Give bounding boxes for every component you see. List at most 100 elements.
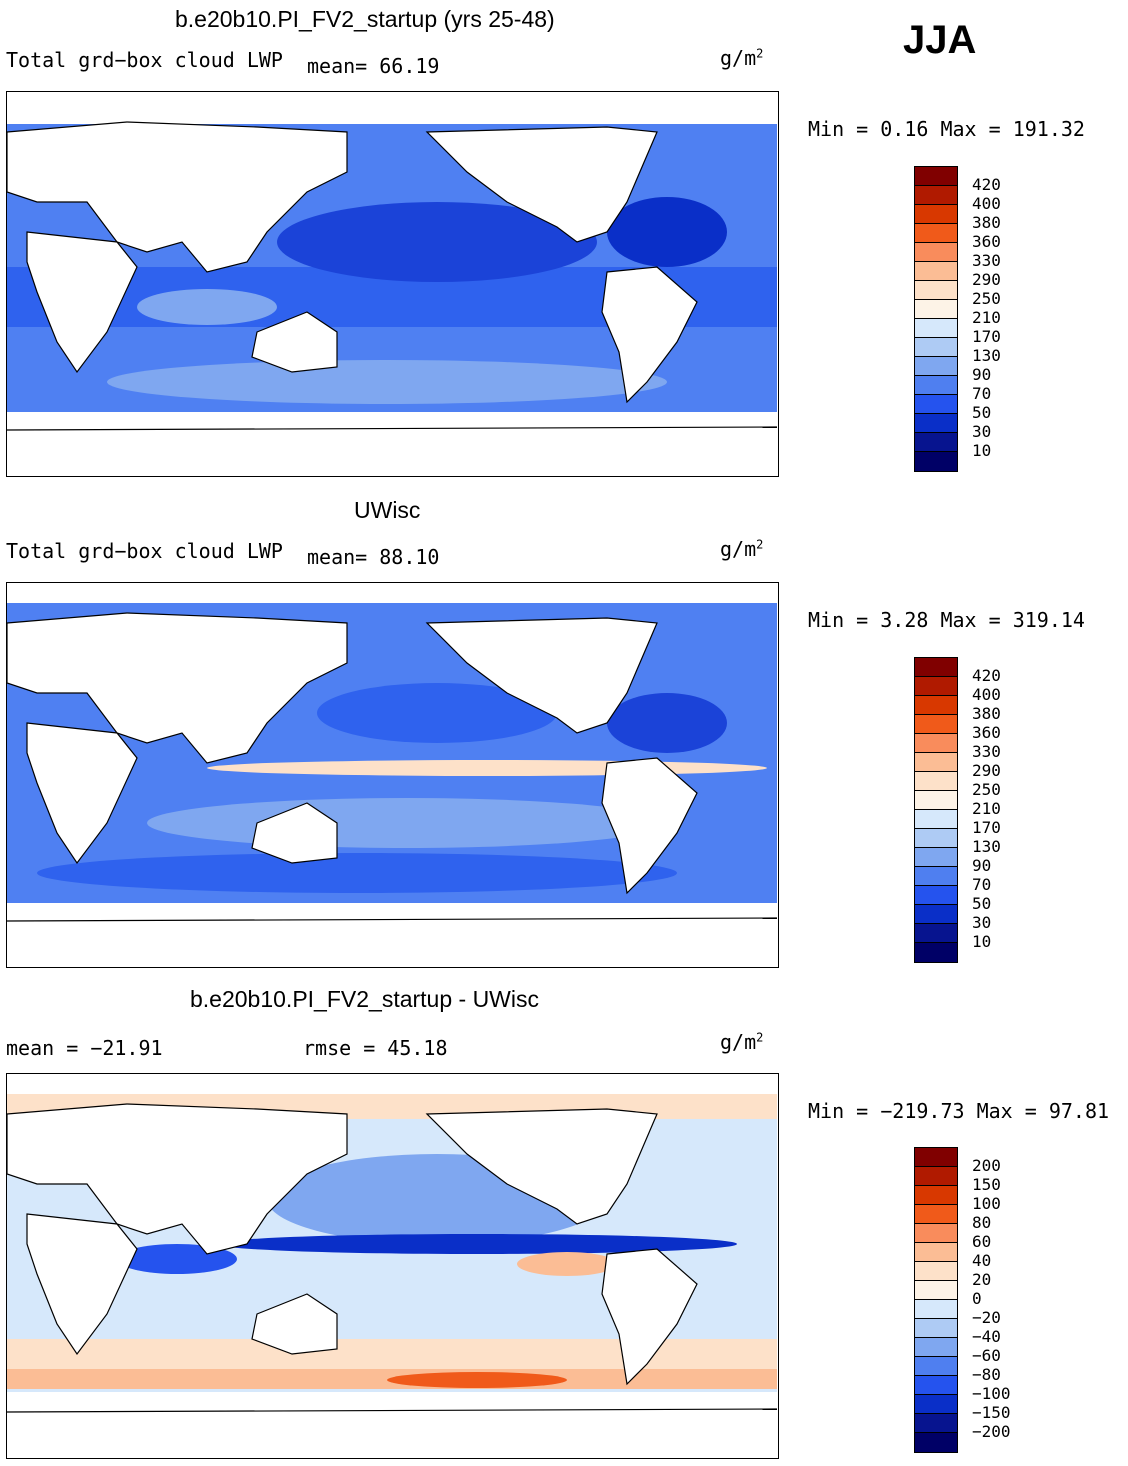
- colorbar-segment: [915, 1300, 957, 1319]
- colorbar-segment: [915, 905, 957, 924]
- panel3-unit: g/m2: [720, 1030, 764, 1054]
- colorbar-tick-label: 20: [972, 1270, 992, 1289]
- colorbar-tick-label: 200: [972, 1156, 1001, 1175]
- colorbar-segment: [915, 1395, 957, 1414]
- colorbar-segment: [915, 715, 957, 734]
- panel3-antarctic: [7, 1392, 777, 1457]
- panel3-north-america: [425, 1108, 658, 1225]
- colorbar-segment: [915, 1319, 957, 1338]
- colorbar-tick-label: −80: [972, 1365, 1001, 1384]
- panel1-mean: mean= 66.19: [307, 54, 440, 78]
- colorbar-tick-label: 0: [972, 1289, 982, 1308]
- colorbar-segment: [915, 357, 957, 376]
- panel1-unit: g/m2: [720, 46, 764, 70]
- colorbar-segment: [915, 753, 957, 772]
- panel1-title: b.e20b10.PI_FV2_startup (yrs 25-48): [175, 6, 555, 32]
- panel1-south-america: [601, 266, 698, 404]
- colorbar-tick-label: 360: [972, 723, 1001, 742]
- panel2-australia: [251, 802, 338, 864]
- panel3-ocean-patch: [517, 1252, 617, 1276]
- season-label: JJA: [903, 18, 977, 62]
- colorbar-segment: [915, 281, 957, 300]
- panel3-arctic: [7, 1074, 777, 1094]
- colorbar-segment: [915, 1376, 957, 1395]
- panel2-ocean-patch: [607, 693, 727, 753]
- colorbar-segment: [915, 696, 957, 715]
- panel2-antarctic-coast: [7, 917, 777, 922]
- colorbar-tick-label: 330: [972, 251, 1001, 270]
- panel1-ocean-patch: [137, 289, 277, 325]
- colorbar-tick-label: −60: [972, 1346, 1001, 1365]
- colorbar-tick-label: 130: [972, 346, 1001, 365]
- panel3-stats: Min = −219.73 Max = 97.81: [808, 1099, 1110, 1123]
- panel2-colorbar: [914, 657, 958, 963]
- colorbar-tick-label: 10: [972, 932, 992, 951]
- colorbar-segment: [915, 810, 957, 829]
- panel1-arctic: [7, 92, 777, 124]
- colorbar-tick-label: 40: [972, 1251, 992, 1270]
- colorbar-tick-label: 400: [972, 685, 1001, 704]
- panel1-ocean-patch: [607, 197, 727, 267]
- colorbar-tick-label: 150: [972, 1175, 1001, 1194]
- colorbar-tick-label: 30: [972, 422, 992, 441]
- colorbar-tick-label: 290: [972, 761, 1001, 780]
- colorbar-segment: [915, 886, 957, 905]
- colorbar-segment: [915, 943, 957, 962]
- colorbar-segment: [915, 658, 957, 677]
- panel2-ocean-band: [147, 798, 667, 848]
- panel1-stats: Min = 0.16 Max = 191.32: [808, 117, 1085, 141]
- colorbar-tick-label: 250: [972, 780, 1001, 799]
- colorbar-segment: [915, 300, 957, 319]
- panel1-ocean-patch: [277, 202, 597, 282]
- panel3-ocean-band: [217, 1234, 737, 1254]
- panel1-antarctic: [7, 412, 777, 475]
- colorbar-tick-label: 50: [972, 403, 992, 422]
- colorbar-segment: [915, 1338, 957, 1357]
- panel3-map-svg: [7, 1074, 777, 1457]
- colorbar-segment: [915, 414, 957, 433]
- colorbar-segment: [915, 319, 957, 338]
- panel3-south-america: [601, 1248, 698, 1386]
- colorbar-segment: [915, 205, 957, 224]
- colorbar-segment: [915, 167, 957, 186]
- colorbar-tick-label: 420: [972, 666, 1001, 685]
- colorbar-tick-label: 210: [972, 799, 1001, 818]
- panel2-unit: g/m2: [720, 537, 764, 561]
- panel3-ocean-patch: [387, 1372, 567, 1388]
- colorbar-segment: [915, 772, 957, 791]
- colorbar-segment: [915, 1224, 957, 1243]
- colorbar-tick-label: 50: [972, 894, 992, 913]
- panel2-mean: mean= 88.10: [307, 545, 440, 569]
- panel2-arctic: [7, 583, 777, 603]
- colorbar-tick-label: 330: [972, 742, 1001, 761]
- panel1-colorbar: [914, 166, 958, 472]
- colorbar-segment: [915, 924, 957, 943]
- colorbar-tick-label: 360: [972, 232, 1001, 251]
- colorbar-segment: [915, 1167, 957, 1186]
- colorbar-segment: [915, 1414, 957, 1433]
- colorbar-tick-label: 70: [972, 384, 992, 403]
- colorbar-segment: [915, 376, 957, 395]
- colorbar-tick-label: −40: [972, 1327, 1001, 1346]
- colorbar-tick-label: 10: [972, 441, 992, 460]
- panel3-africa: [26, 1213, 138, 1356]
- panel3-australia: [251, 1293, 338, 1355]
- colorbar-segment: [915, 224, 957, 243]
- panel1-variable-label: Total grd−box cloud LWP: [6, 48, 283, 72]
- colorbar-tick-label: 210: [972, 308, 1001, 327]
- panel3-title: b.e20b10.PI_FV2_startup - UWisc: [190, 986, 539, 1012]
- colorbar-segment: [915, 734, 957, 753]
- panel2-ocean-band: [37, 853, 677, 893]
- colorbar-tick-label: 170: [972, 818, 1001, 837]
- colorbar-tick-label: 90: [972, 365, 992, 384]
- colorbar-segment: [915, 1243, 957, 1262]
- panel2-antarctic: [7, 903, 777, 966]
- colorbar-tick-label: 400: [972, 194, 1001, 213]
- colorbar-segment: [915, 1433, 957, 1452]
- colorbar-segment: [915, 1186, 957, 1205]
- colorbar-tick-label: 250: [972, 289, 1001, 308]
- colorbar-tick-label: 130: [972, 837, 1001, 856]
- colorbar-segment: [915, 848, 957, 867]
- colorbar-segment: [915, 1357, 957, 1376]
- panel1-map-svg: [7, 92, 777, 475]
